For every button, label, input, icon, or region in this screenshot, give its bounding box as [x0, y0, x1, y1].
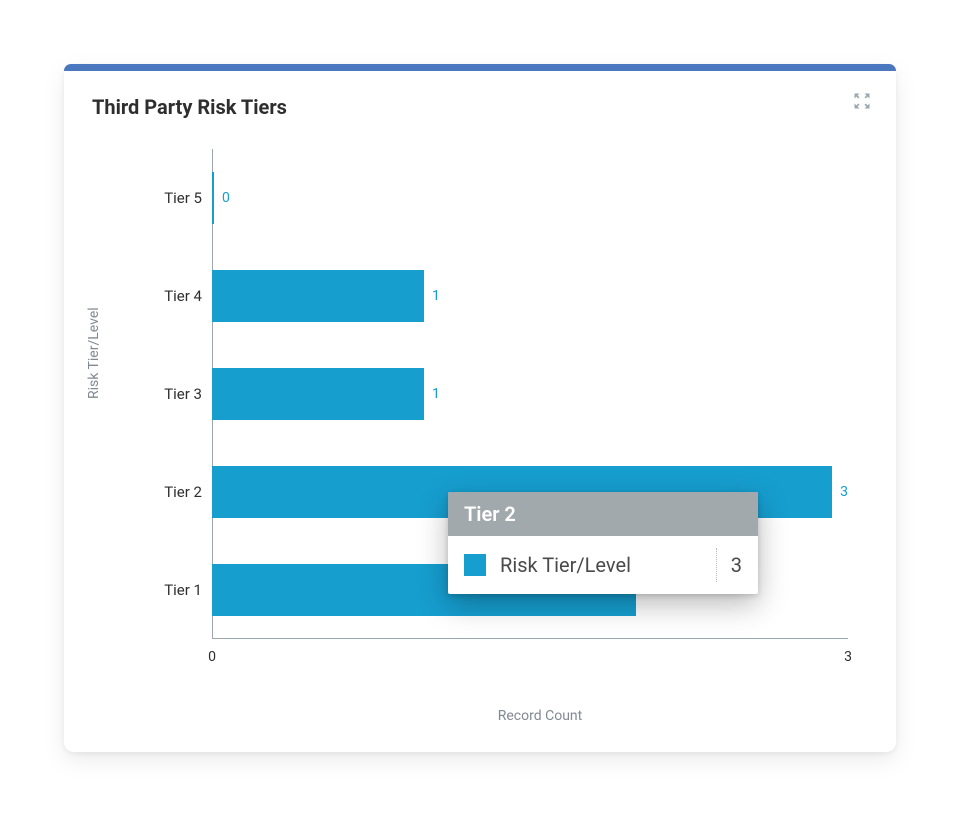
chart-card: Third Party Risk Tiers Risk Tier/Level R…	[64, 64, 896, 752]
y-axis-label: Risk Tier/Level	[86, 307, 102, 399]
tooltip-value: 3	[731, 553, 742, 577]
chart-area: Risk Tier/Level Record Count 0 3 Tier 5 …	[92, 149, 868, 724]
bar-row-tier3[interactable]: Tier 3 1	[212, 368, 848, 420]
bar-rect	[212, 368, 424, 420]
chart-title: Third Party Risk Tiers	[92, 95, 868, 119]
x-tick-0: 0	[208, 649, 216, 665]
bar-rect	[212, 172, 214, 224]
bar-value-label: 0	[222, 190, 230, 206]
expand-icon[interactable]	[852, 91, 872, 111]
x-tick-1: 3	[844, 649, 852, 665]
bar-value-label: 1	[432, 288, 440, 304]
bar-category-label: Tier 4	[138, 287, 202, 305]
card-body: Third Party Risk Tiers Risk Tier/Level R…	[64, 71, 896, 752]
bar-value-label: 1	[432, 386, 440, 402]
tooltip-swatch	[464, 554, 486, 576]
x-axis-label: Record Count	[92, 708, 868, 724]
bar-category-label: Tier 3	[138, 385, 202, 403]
tooltip-label: Risk Tier/Level	[500, 553, 702, 577]
tooltip-divider	[716, 548, 717, 582]
bar-category-label: Tier 5	[138, 189, 202, 207]
bar-value-label: 3	[840, 484, 848, 500]
bar-rect	[212, 270, 424, 322]
bar-category-label: Tier 1	[138, 581, 202, 599]
tooltip-header: Tier 2	[448, 492, 758, 536]
bar-row-tier5[interactable]: Tier 5 0	[212, 172, 848, 224]
bar-row-tier4[interactable]: Tier 4 1	[212, 270, 848, 322]
chart-tooltip: Tier 2 Risk Tier/Level 3	[448, 492, 758, 594]
bar-category-label: Tier 2	[138, 483, 202, 501]
tooltip-body: Risk Tier/Level 3	[448, 536, 758, 594]
card-accent-bar	[64, 64, 896, 71]
